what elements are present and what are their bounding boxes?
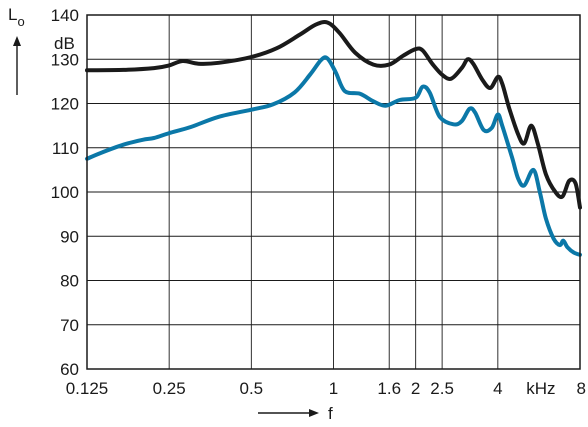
x-tick-label: 1 (329, 379, 338, 398)
series-lines (85, 20, 582, 257)
y-tick-label: 110 (52, 139, 79, 158)
series-line (85, 20, 582, 210)
x-tick-label: 0.5 (240, 379, 264, 398)
y-axis-title: Lo dB (8, 5, 75, 95)
x-tick-label: 4 (493, 379, 502, 398)
series-line (85, 55, 582, 257)
y-tick-label: 90 (60, 227, 79, 246)
x-axis-label: f (328, 404, 333, 423)
plot-frame (86, 14, 581, 370)
x-tick-labels: 0.125 0.25 0.5 1 1.6 2 2.5 4 8 kHz (66, 379, 586, 398)
x-axis-title: f (258, 404, 333, 423)
x-tick-label: 0.25 (153, 379, 186, 398)
y-axis-label: Lo (8, 5, 25, 29)
x-tick-label: 1.6 (377, 379, 401, 398)
y-axis-arrow-head (13, 36, 21, 46)
y-tick-label: 70 (60, 316, 79, 335)
x-axis-arrow-head (309, 409, 319, 417)
y-tick-label: 80 (60, 272, 79, 291)
x-tick-label: 8 (577, 379, 586, 398)
x-tick-label: 0.125 (66, 379, 109, 398)
y-axis-unit: dB (54, 34, 75, 53)
y-tick-label: 120 (51, 95, 79, 114)
x-tick-label: 2.5 (430, 379, 454, 398)
x-axis-unit: kHz (526, 379, 555, 398)
y-tick-label: 60 (60, 360, 79, 379)
y-tick-label: 130 (51, 50, 79, 69)
y-tick-label: 140 (51, 6, 79, 25)
x-tick-label: 2 (411, 379, 420, 398)
y-tick-label: 100 (51, 183, 79, 202)
y-tick-labels: 60 70 80 90 100 110 120 130 140 (51, 6, 79, 379)
